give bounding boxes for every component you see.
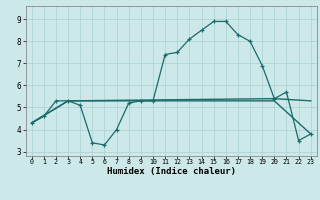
X-axis label: Humidex (Indice chaleur): Humidex (Indice chaleur)	[107, 167, 236, 176]
